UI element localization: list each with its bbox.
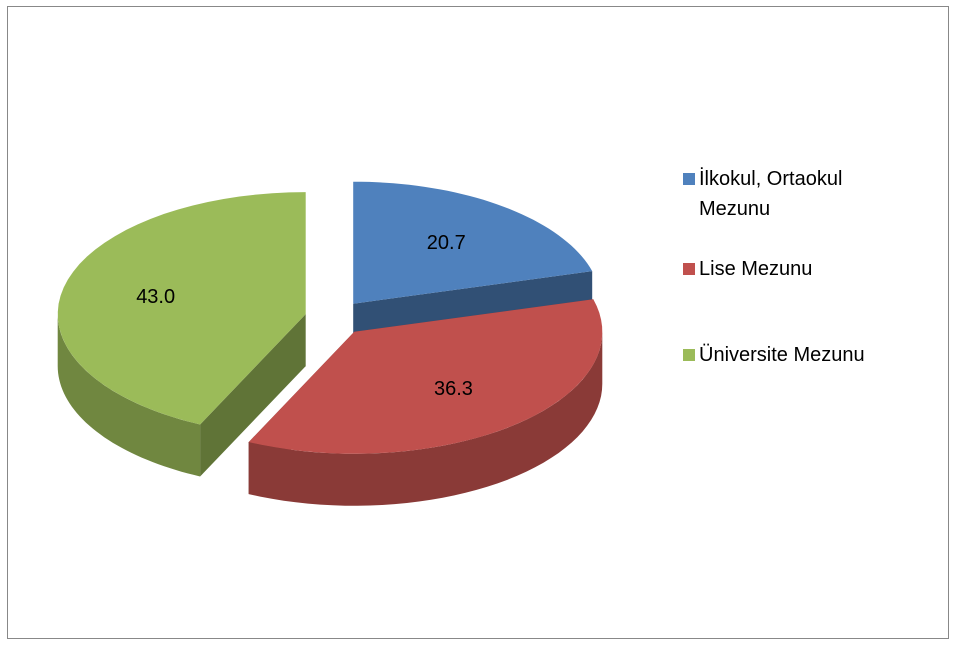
legend-item: Üniversite Mezunu — [683, 340, 923, 370]
legend-swatch — [683, 173, 695, 185]
legend: İlkokul, Ortaokul Mezunu Lise Mezunu Ünive… — [683, 164, 923, 426]
chart-frame — [7, 6, 949, 639]
data-label: 43.0 — [136, 286, 175, 308]
legend-label: Üniversite Mezunu — [699, 344, 865, 366]
legend-item: Lise Mezunu — [683, 254, 923, 284]
legend-swatch — [683, 349, 695, 361]
legend-label: İlkokul, Ortaokul Mezunu — [699, 168, 843, 220]
slice-side — [248, 331, 603, 506]
legend-item: İlkokul, Ortaokul Mezunu — [683, 164, 899, 224]
data-label: 20.7 — [427, 232, 466, 254]
legend-label: Lise Mezunu — [699, 258, 813, 280]
slice-top — [353, 181, 593, 304]
slice-top — [248, 299, 603, 454]
slice-side — [57, 314, 201, 477]
slice-cut-face — [200, 314, 306, 477]
slice-top — [57, 192, 306, 425]
data-label: 36.3 — [434, 378, 473, 400]
pie-slice — [248, 299, 603, 506]
pie-slice — [57, 192, 306, 477]
legend-swatch — [683, 263, 695, 275]
